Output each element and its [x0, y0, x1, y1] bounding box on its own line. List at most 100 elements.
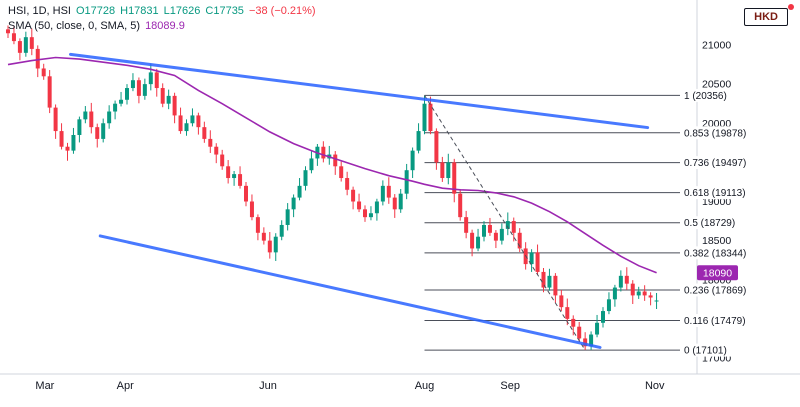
- candle-body: [232, 174, 237, 179]
- candle-body: [77, 119, 82, 135]
- candle-body: [470, 232, 475, 249]
- candle-body: [89, 111, 94, 128]
- price-tick-label: 18500: [702, 235, 731, 247]
- fib-label-bg: [681, 88, 738, 102]
- candle-body: [148, 72, 153, 85]
- candle-body: [255, 217, 260, 233]
- candle-body: [380, 185, 385, 202]
- trend-line[interactable]: [98, 234, 602, 349]
- trend-line[interactable]: [68, 52, 650, 130]
- candle-body: [47, 76, 52, 108]
- candle-body: [208, 138, 213, 147]
- candle-body: [59, 131, 64, 147]
- fib-labels: 1 (20356) 0.853 (19878) 0.736 (19497) 0.618…: [681, 88, 746, 357]
- symbol-legend-row: HSI, 1D, HSI O17728 H17831 L17626 C17735 −38 …: [8, 4, 321, 19]
- legend: HSI, 1D, HSI O17728 H17831 L17626 C17735 −38 …: [8, 4, 321, 34]
- fib-label-bg: [681, 283, 738, 297]
- candle-body: [583, 338, 588, 347]
- candle-body: [595, 322, 600, 335]
- candle-body: [642, 291, 647, 296]
- currency-button[interactable]: HKD: [744, 8, 788, 26]
- fib-label: 0.116 (17479): [684, 316, 746, 327]
- candle-body: [535, 252, 540, 272]
- candle-body: [606, 299, 611, 312]
- candle-body: [392, 197, 397, 210]
- fib-label: 0.736 (19497): [684, 158, 746, 169]
- candle-body: [458, 193, 463, 218]
- candle-body: [23, 37, 28, 53]
- candle-body: [648, 295, 653, 298]
- candle-body: [101, 123, 106, 139]
- ohlc-low: L17626: [163, 5, 201, 17]
- candle-body: [636, 291, 641, 296]
- fib-label-bg: [681, 314, 738, 328]
- candle-body: [53, 107, 58, 132]
- candle-body: [333, 154, 338, 167]
- candle-body: [499, 228, 504, 241]
- candle-body: [166, 95, 171, 104]
- symbol-title: HSI, 1D, HSI: [8, 5, 71, 17]
- candle-body: [464, 217, 469, 233]
- candle-body: [482, 224, 486, 237]
- candle-body: [339, 166, 344, 179]
- time-axis[interactable]: Mar Apr Jun Aug Sep Nov: [35, 380, 665, 392]
- fib-label-bg: [681, 126, 738, 140]
- candle-body: [422, 103, 427, 132]
- candle-body: [190, 115, 195, 124]
- candles-layer: [6, 25, 659, 351]
- candle-body: [83, 111, 88, 120]
- candle-body: [368, 213, 373, 218]
- candle-body: [624, 275, 629, 284]
- candle-body: [184, 123, 189, 132]
- fib-retracement[interactable]: [424, 94, 681, 351]
- candle-body: [285, 209, 290, 225]
- candle-body: [446, 162, 451, 179]
- candle-body: [416, 131, 421, 151]
- sma-line: [7, 56, 657, 274]
- candle-body: [249, 201, 254, 218]
- candle-body: [612, 287, 617, 300]
- candle-body: [351, 189, 356, 202]
- candle-body: [6, 29, 10, 34]
- candle-body: [279, 224, 284, 237]
- time-tick-label: Aug: [415, 380, 435, 392]
- candle-body: [476, 236, 481, 249]
- ohlc-open: O17728: [75, 5, 116, 17]
- candle-body: [35, 48, 40, 69]
- candle-body: [238, 174, 243, 186]
- candle-body: [565, 307, 570, 319]
- candle-body: [95, 127, 100, 139]
- candle-body: [71, 134, 76, 151]
- candle-body: [202, 127, 207, 139]
- candle-body: [273, 236, 278, 253]
- candle-body: [654, 300, 659, 302]
- candle-body: [547, 275, 552, 288]
- candle-body: [220, 154, 225, 167]
- price-change: −38 (−0.21%): [248, 5, 316, 17]
- candle-body: [172, 95, 177, 116]
- candle-body: [125, 88, 129, 100]
- candle-body: [589, 334, 594, 347]
- candle-body: [297, 185, 302, 198]
- candle-body: [41, 68, 46, 77]
- fib-label-bg: [681, 156, 738, 170]
- candle-body: [511, 221, 516, 233]
- candle-body: [505, 221, 510, 229]
- candle-body: [386, 185, 391, 198]
- fib-label-bg: [681, 186, 738, 200]
- fib-label-bg: [681, 343, 738, 357]
- candle-body: [130, 80, 135, 89]
- fib-dashed-line[interactable]: [424, 95, 586, 351]
- sma-value: 18089.9: [145, 20, 185, 32]
- candle-body: [119, 99, 124, 104]
- candle-body: [154, 72, 159, 89]
- candle-body: [493, 232, 498, 241]
- candle-body: [178, 115, 183, 132]
- candle-body: [363, 209, 367, 218]
- candle-body: [357, 201, 362, 210]
- candle-body: [142, 84, 147, 96]
- candle-body: [559, 295, 564, 308]
- candle-body: [374, 201, 379, 214]
- candle-body: [630, 283, 635, 296]
